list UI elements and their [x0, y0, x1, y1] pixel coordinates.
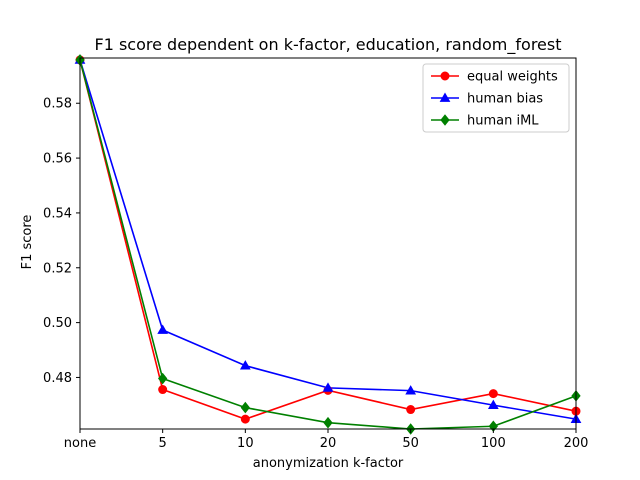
y-tick-label: 0.56 [43, 152, 72, 167]
data-point-s0-5 [488, 389, 498, 399]
legend: equal weights human bias human iML [422, 63, 570, 133]
plot-area: none 5 10 20 50 100 200 0.48 0.50 0.52 0.54 0.56 0.5… [43, 54, 589, 451]
x-tick-label: 50 [402, 436, 419, 451]
y-tick-label: 0.52 [43, 261, 72, 276]
data-point-s1-3 [322, 382, 334, 392]
data-point-s0-1 [158, 385, 168, 395]
x-tick-label: none [64, 436, 96, 451]
legend-marker-1 [439, 92, 451, 102]
data-point-s1-4 [405, 385, 417, 395]
y-tick-label: 0.58 [43, 97, 72, 112]
x-tick-label: 10 [237, 436, 254, 451]
legend-label-2: human iML [467, 114, 539, 129]
legend-marker-2 [440, 114, 450, 126]
data-point-s1-5 [487, 399, 499, 410]
x-tick-label: 20 [320, 436, 337, 451]
legend-box [422, 63, 570, 133]
y-tick-label: 0.48 [43, 371, 72, 386]
data-point-s0-4 [406, 405, 416, 415]
data-point-s1-2 [239, 360, 251, 370]
data-point-s2-1 [158, 372, 168, 385]
data-point-s2-3 [323, 416, 333, 429]
y-tick-label: 0.54 [43, 206, 72, 221]
x-tick-label: 100 [481, 436, 506, 451]
data-point-s1-1 [157, 324, 169, 334]
y-tick-label: 0.50 [43, 316, 72, 331]
legend-label-0: equal weights [467, 70, 558, 85]
x-tick-label: 200 [564, 436, 589, 451]
legend-label-1: human bias [467, 92, 543, 107]
data-point-s2-2 [240, 401, 250, 414]
chart-title: F1 score dependent on k-factor, educatio… [94, 35, 561, 55]
x-axis-label: anonymization k-factor [253, 456, 404, 471]
y-axis-label: F1 score [20, 215, 35, 270]
x-tick-label: 5 [159, 436, 167, 451]
legend-marker-0 [440, 71, 450, 81]
data-point-s0-2 [240, 414, 250, 424]
